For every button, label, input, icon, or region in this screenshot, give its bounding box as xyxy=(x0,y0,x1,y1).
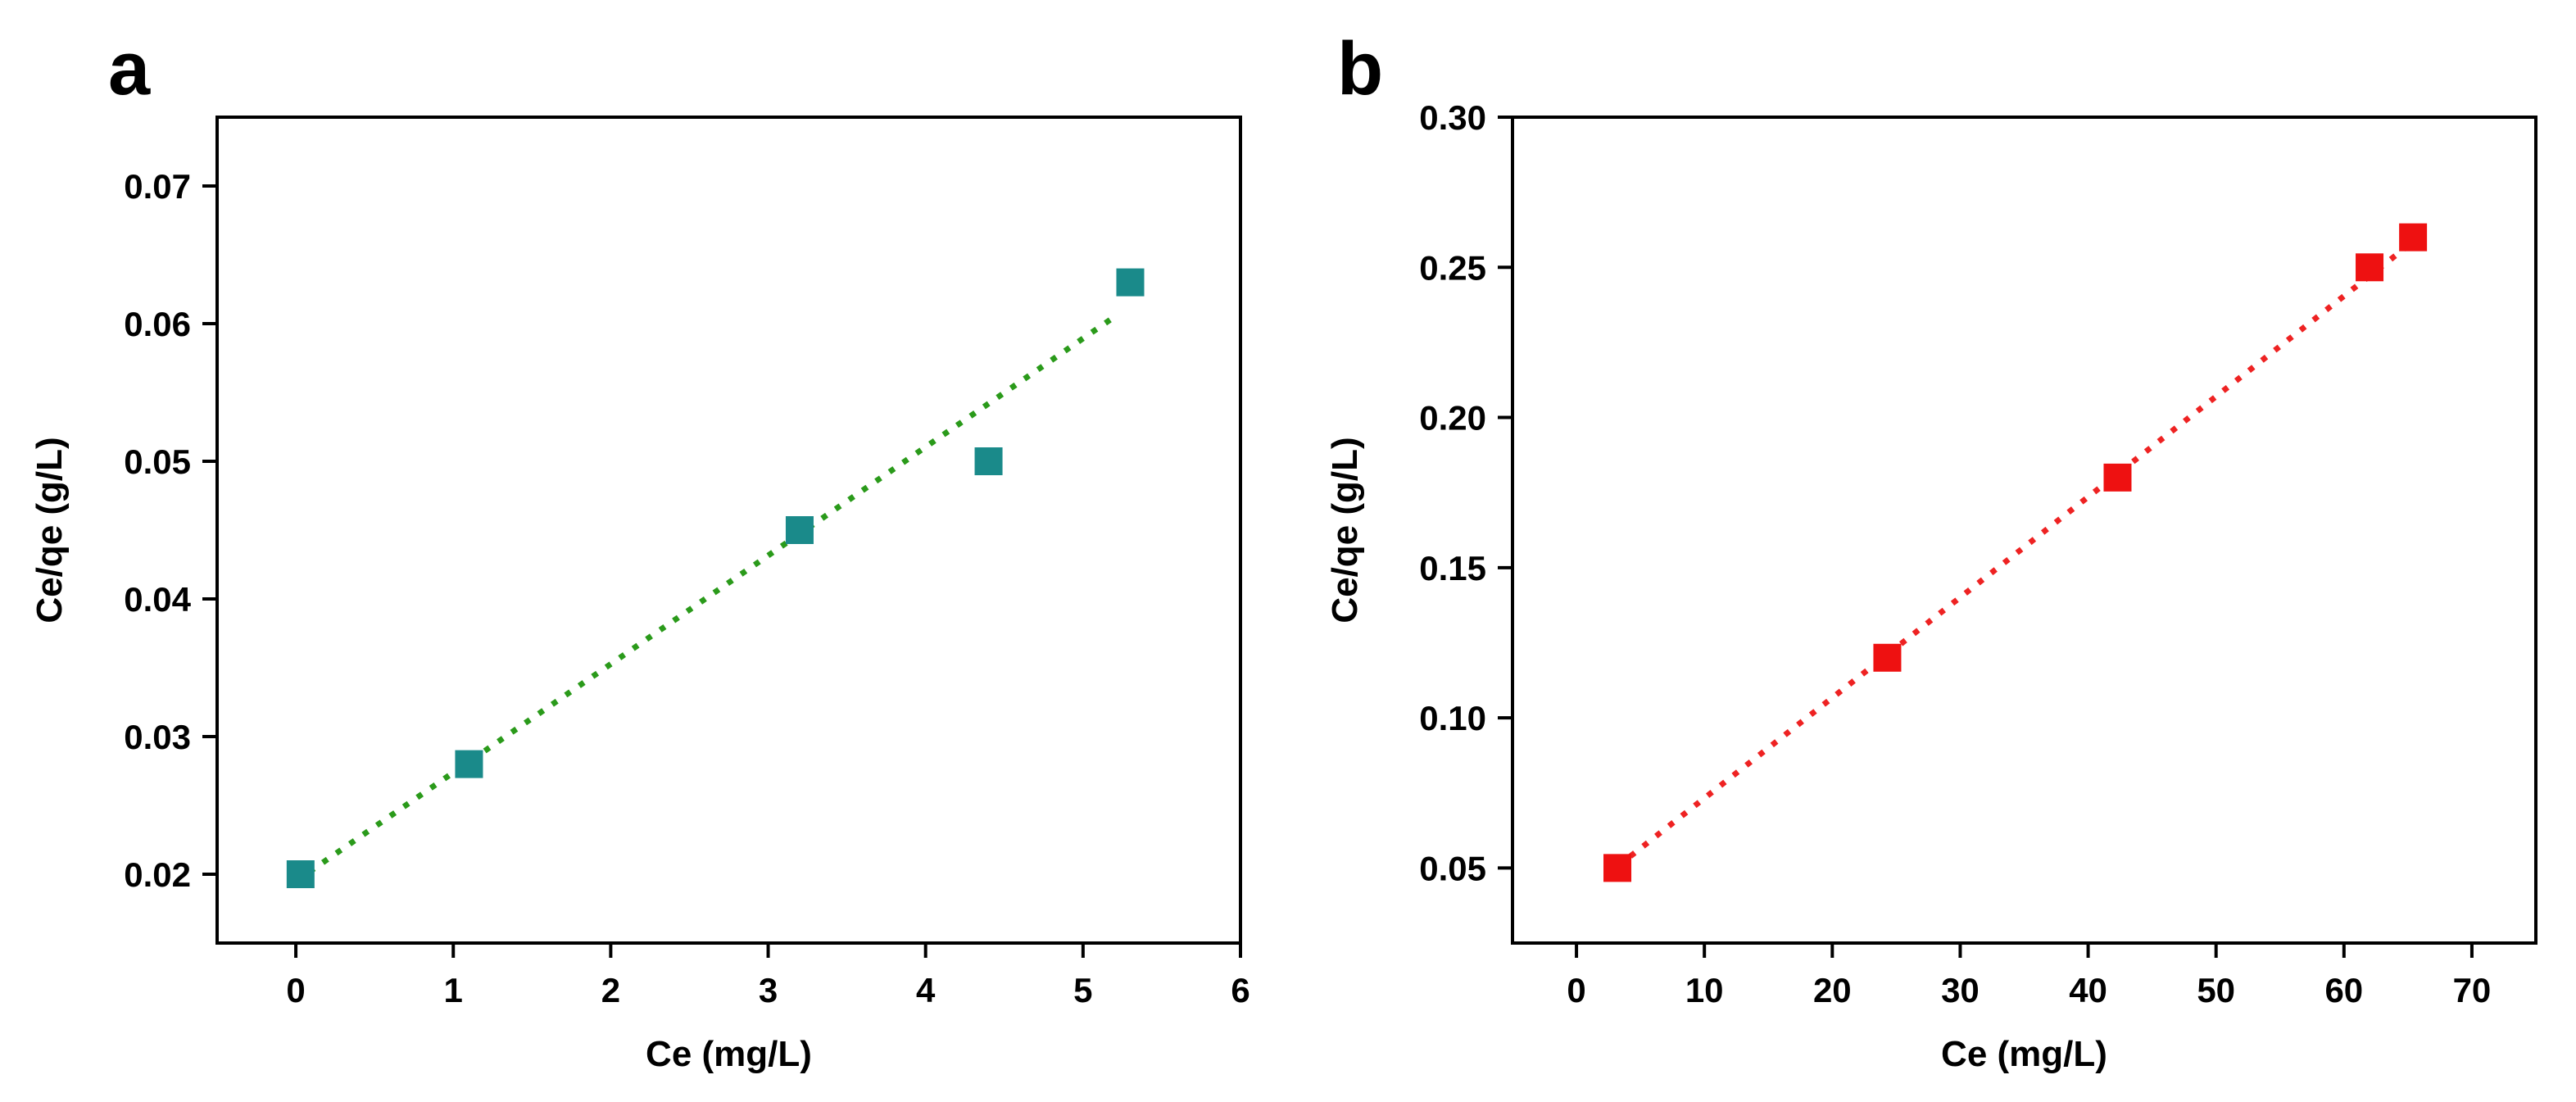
data-point xyxy=(2103,463,2132,492)
data-point xyxy=(1603,854,1632,882)
data-point xyxy=(455,750,483,778)
y-tick-label: 0.25 xyxy=(1419,248,1486,287)
plot-frame xyxy=(215,116,1242,945)
chart-b: b 0 10 20 30 40 50 60 70 0.05 0.10 0.15 0.20 0.25 0.30… xyxy=(1325,27,2537,1074)
x-tick-label: 4 xyxy=(916,971,936,1009)
y-tick-label: 0.05 xyxy=(1419,849,1486,887)
data-point xyxy=(785,516,814,544)
y-tick-label: 0.02 xyxy=(124,855,191,894)
y-tick-label: 0.03 xyxy=(124,718,191,756)
x-tick-label: 10 xyxy=(1685,971,1724,1009)
x-tick-label: 6 xyxy=(1231,971,1249,1009)
x-axis-label: Ce (mg/L) xyxy=(646,1034,812,1074)
y-tick-label: 0.04 xyxy=(124,580,191,619)
plot-frame xyxy=(1511,116,2537,945)
x-tick-label: 70 xyxy=(2453,971,2492,1009)
fit-line xyxy=(294,314,1117,884)
x-tick-label: 3 xyxy=(759,971,778,1009)
y-tick-label: 0.10 xyxy=(1419,699,1486,737)
y-tick-label: 0.07 xyxy=(124,167,191,206)
x-tick-label: 0 xyxy=(1567,971,1585,1009)
panel-label: a xyxy=(108,27,151,111)
x-tick-label: 60 xyxy=(2324,971,2363,1009)
x-tick-label: 0 xyxy=(286,971,305,1009)
x-tick-label: 1 xyxy=(444,971,463,1009)
y-tick-label: 0.30 xyxy=(1419,98,1486,137)
data-point xyxy=(2356,253,2384,282)
y-axis-label: Ce/qe (g/L) xyxy=(29,437,70,623)
data-point xyxy=(974,447,1003,475)
x-axis-label: Ce (mg/L) xyxy=(1941,1034,2107,1074)
y-tick-label: 0.20 xyxy=(1419,399,1486,438)
fit-line xyxy=(1615,239,2415,869)
y-tick-label: 0.15 xyxy=(1419,549,1486,587)
x-tick-label: 5 xyxy=(1073,971,1092,1009)
x-tick-label: 30 xyxy=(1941,971,1980,1009)
panel-label: b xyxy=(1337,27,1383,111)
x-tick-label: 2 xyxy=(601,971,620,1009)
y-tick-label: 0.06 xyxy=(124,305,191,343)
data-point xyxy=(2399,223,2428,252)
data-point xyxy=(286,860,315,888)
data-point xyxy=(1116,268,1145,297)
y-axis-label: Ce/qe (g/L) xyxy=(1325,437,1365,623)
x-tick-label: 20 xyxy=(1813,971,1852,1009)
data-point xyxy=(1873,643,1902,672)
x-tick-label: 40 xyxy=(2069,971,2107,1009)
x-tick-label: 50 xyxy=(2197,971,2235,1009)
y-tick-label: 0.05 xyxy=(124,442,191,481)
chart-a: a 0 1 2 3 4 5 6 0.02 0.03 0.04 0.05 0.06 0.07 Ce (mg/L… xyxy=(29,27,1250,1074)
